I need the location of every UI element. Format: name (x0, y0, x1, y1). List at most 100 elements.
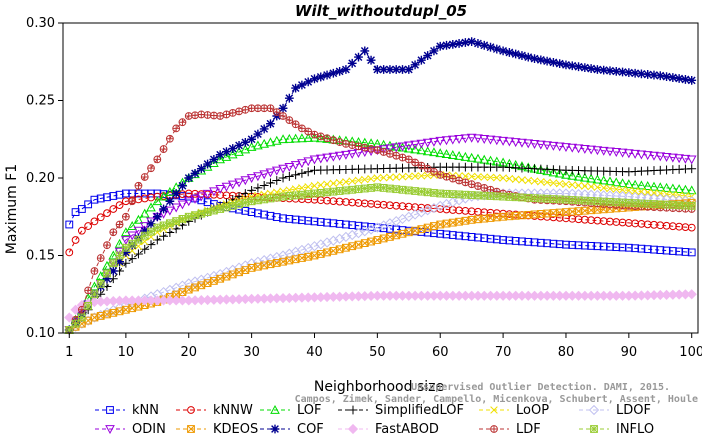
data-point-inflo (386, 184, 394, 193)
legend-item-kdeos: KDEOS (176, 422, 258, 434)
data-point-kdeos (348, 242, 357, 251)
data-point-knn (134, 189, 143, 198)
data-point-kdeos (574, 207, 583, 216)
data-point-cof (548, 57, 558, 67)
data-point-kdeos (562, 208, 570, 216)
data-point-odin (209, 187, 219, 197)
data-point-cof (586, 64, 596, 73)
data-point-lof (592, 174, 603, 184)
data-point-knn (197, 196, 206, 205)
data-point-loop (342, 178, 350, 186)
data-point-odin (190, 194, 200, 204)
data-point-loop (317, 181, 325, 189)
data-point-cof (152, 212, 162, 222)
data-point-knnw (71, 236, 80, 244)
data-point-inflo (184, 212, 193, 221)
data-point-odin (165, 206, 175, 216)
data-point-odin (491, 136, 502, 146)
data-point-odin (441, 136, 452, 146)
data-point-odin (435, 136, 446, 146)
data-point-cof (643, 70, 653, 79)
data-point-loop (392, 173, 400, 181)
data-point-kdeos (84, 316, 93, 325)
data-point-knn (90, 195, 99, 204)
data-point-inflo (209, 206, 218, 215)
data-point-simplifiedlof (121, 258, 131, 268)
data-point-odin (668, 153, 678, 163)
data-point-inflo (254, 196, 262, 205)
data-point-inflo (367, 184, 375, 192)
data-point-ldf (316, 132, 325, 141)
data-point-knn (612, 243, 621, 252)
data-point-knn (323, 218, 331, 227)
data-point-lof (561, 169, 571, 179)
data-point-loop (530, 177, 539, 185)
data-point-cof (517, 51, 527, 60)
data-point-ldof (259, 255, 270, 266)
data-point-knn (115, 190, 124, 199)
data-point-knn (442, 230, 451, 239)
data-point-cof (649, 70, 659, 80)
data-point-odin (422, 138, 433, 148)
data-point-knn (624, 243, 633, 252)
data-point-lof (315, 133, 326, 143)
legend-label: KDEOS (213, 422, 258, 434)
data-point-lof (567, 170, 578, 180)
data-point-odin (529, 140, 540, 149)
data-point-knnw (90, 217, 99, 226)
data-point-kdeos (417, 225, 426, 234)
data-point-knn (518, 237, 526, 246)
data-point-lof (403, 143, 414, 153)
data-point-lof (542, 166, 552, 176)
data-point-odin (517, 138, 527, 148)
data-point-loop (329, 179, 338, 188)
y-axis-title: Maximum F1 (4, 164, 20, 254)
data-point-knn (367, 223, 375, 231)
data-point-cof (215, 150, 225, 160)
data-point-lof (259, 138, 270, 148)
x-tick-label: 70 (495, 345, 512, 360)
data-point-kdeos (455, 217, 463, 226)
x-tick-label: 100 (679, 345, 702, 360)
data-point-loop (555, 179, 564, 188)
data-point-inflo (203, 208, 212, 216)
data-point-cof (328, 68, 338, 78)
data-point-inflo (568, 196, 577, 204)
data-point-inflo (241, 198, 250, 207)
data-point-kdeos (254, 262, 262, 271)
data-point-lof (422, 146, 433, 156)
legend-label: ODIN (132, 422, 166, 434)
data-point-kdeos (448, 218, 457, 227)
data-point-kdeos (310, 251, 319, 260)
data-point-cof (171, 189, 181, 198)
data-point-lof (611, 177, 622, 187)
data-point-kdeos (103, 310, 111, 319)
data-point-kdeos (474, 215, 482, 224)
data-point-ldf (298, 124, 306, 133)
data-point-loop (304, 183, 312, 191)
y-tick-label: 0.25 (26, 94, 55, 109)
data-point-kdeos (555, 208, 564, 217)
legend-item-simplifiedlof: SimplifiedLOF (338, 403, 464, 418)
data-point-inflo (687, 202, 696, 210)
data-point-knn (279, 214, 287, 223)
data-point-lof (127, 220, 137, 230)
data-point-odin (347, 149, 358, 159)
data-point-inflo (549, 195, 558, 203)
data-point-inflo (197, 209, 206, 218)
data-point-loop (593, 183, 602, 192)
legend-marker-loop (490, 406, 498, 414)
data-point-loop (606, 184, 614, 193)
data-point-knn (530, 238, 539, 247)
data-point-cof (580, 63, 590, 73)
data-point-lof (624, 179, 634, 189)
legend-item-odin: ODIN (95, 422, 166, 434)
data-point-odin (215, 184, 226, 194)
data-point-lof (668, 183, 678, 193)
data-point-cof (674, 74, 684, 83)
data-point-odin (447, 135, 458, 145)
data-point-inflo (461, 190, 470, 199)
data-point-kdeos (316, 250, 325, 258)
data-point-odin (290, 161, 301, 171)
data-point-knn (448, 231, 457, 239)
